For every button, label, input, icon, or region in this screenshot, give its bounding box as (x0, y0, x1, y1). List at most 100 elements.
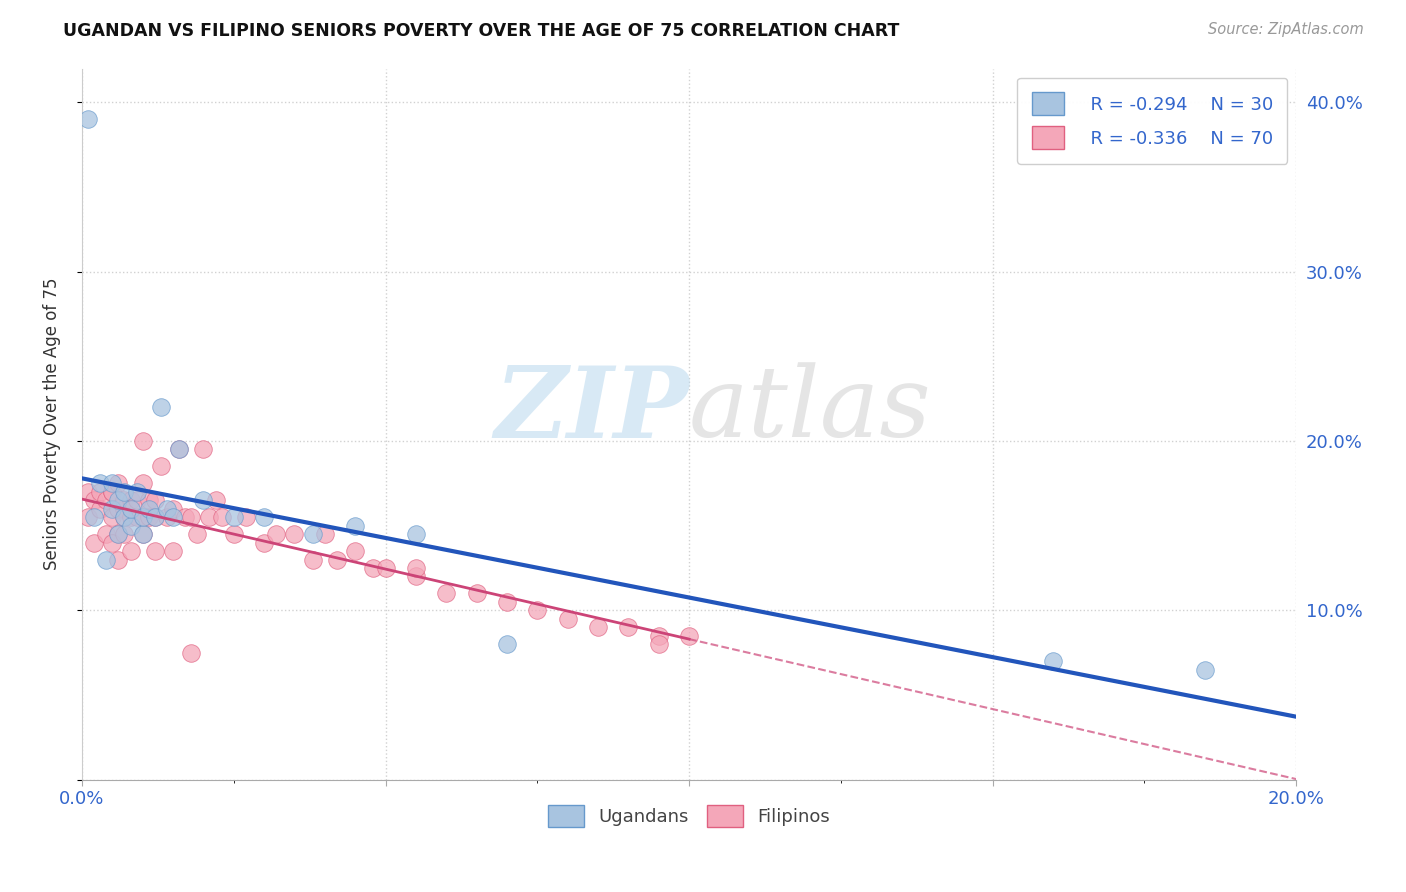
Point (83, 493, 105, 508)
Point (143, 493, 166, 508)
Point (344, 518, 367, 533)
Point (253, 510, 276, 524)
Point (131, 434, 153, 448)
Point (344, 544, 367, 558)
Point (114, 510, 136, 524)
Point (363, 561, 385, 575)
Point (120, 518, 142, 533)
Point (253, 535, 276, 549)
Point (77, 484, 100, 499)
Point (101, 535, 124, 549)
Point (131, 527, 153, 541)
Point (1042, 654, 1064, 668)
Point (101, 501, 124, 516)
Point (101, 484, 124, 499)
Point (120, 501, 142, 516)
Point (186, 527, 208, 541)
Point (89, 484, 111, 499)
Point (125, 484, 148, 499)
Text: UGANDAN VS FILIPINO SENIORS POVERTY OVER THE AGE OF 75 CORRELATION CHART: UGANDAN VS FILIPINO SENIORS POVERTY OVER… (63, 22, 900, 40)
Point (465, 586, 488, 600)
Point (434, 586, 457, 600)
Point (96, 493, 118, 508)
Point (138, 493, 160, 508)
Point (101, 484, 124, 499)
Point (120, 493, 142, 508)
Legend: Ugandans, Filipinos: Ugandans, Filipinos (541, 798, 838, 835)
Point (114, 493, 136, 508)
Point (301, 527, 323, 541)
Point (222, 510, 245, 524)
Point (326, 552, 349, 566)
Point (405, 569, 427, 583)
Point (235, 510, 257, 524)
Point (143, 544, 166, 558)
Point (120, 510, 142, 524)
Point (131, 510, 153, 524)
Text: ZIP: ZIP (494, 361, 689, 458)
Point (678, 629, 700, 643)
Point (125, 493, 148, 508)
Point (131, 510, 153, 524)
Point (314, 527, 336, 541)
Point (193, 493, 215, 508)
Point (156, 501, 179, 516)
Point (198, 510, 221, 524)
Point (96, 527, 118, 541)
Point (149, 400, 172, 414)
Point (648, 637, 671, 651)
Point (264, 527, 287, 541)
Point (143, 510, 166, 524)
Y-axis label: Seniors Poverty Over the Age of 75: Seniors Poverty Over the Age of 75 (44, 277, 60, 570)
Point (180, 646, 202, 660)
Point (77, 112, 100, 127)
Point (156, 510, 179, 524)
Point (77, 510, 100, 524)
Point (131, 527, 153, 541)
Point (526, 603, 548, 617)
Point (89, 476, 111, 491)
Point (211, 510, 233, 524)
Point (138, 510, 160, 524)
Point (180, 510, 202, 524)
Point (586, 620, 609, 634)
Point (162, 510, 184, 524)
Point (107, 552, 129, 566)
Point (83, 510, 105, 524)
Point (101, 510, 124, 524)
Point (1194, 663, 1216, 677)
Point (114, 510, 136, 524)
Point (107, 493, 129, 508)
Point (114, 484, 136, 499)
Point (557, 612, 579, 626)
Point (107, 476, 129, 491)
Point (83, 535, 105, 549)
Point (89, 501, 111, 516)
Point (131, 476, 153, 491)
Point (167, 442, 190, 457)
Point (138, 501, 160, 516)
Point (167, 442, 190, 457)
Text: atlas: atlas (689, 362, 932, 458)
Point (107, 501, 129, 516)
Point (174, 510, 197, 524)
Point (222, 527, 245, 541)
Point (496, 637, 519, 651)
Point (149, 459, 172, 474)
Text: Source: ZipAtlas.com: Source: ZipAtlas.com (1208, 22, 1364, 37)
Point (374, 561, 396, 575)
Point (162, 544, 184, 558)
Point (162, 501, 184, 516)
Point (283, 527, 305, 541)
Point (107, 527, 129, 541)
Point (301, 552, 323, 566)
Point (405, 561, 427, 575)
Point (107, 527, 129, 541)
Point (96, 552, 118, 566)
Point (617, 620, 640, 634)
Point (143, 510, 166, 524)
Point (114, 501, 136, 516)
Point (648, 629, 671, 643)
Point (496, 595, 519, 609)
Point (193, 442, 215, 457)
